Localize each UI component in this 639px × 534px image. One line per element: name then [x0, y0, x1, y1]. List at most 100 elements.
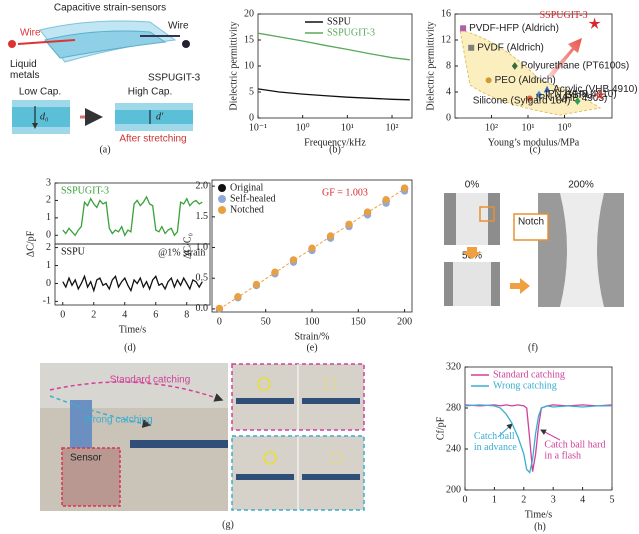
y-tick-label: 320: [446, 361, 461, 372]
annotation-arrow: [497, 423, 513, 438]
y-tick-label: -1: [43, 296, 51, 307]
material-region: [459, 29, 602, 116]
panel-label: (a): [99, 144, 110, 155]
marker: [218, 195, 226, 203]
y-axis-label: ΔC/C₀: [182, 232, 193, 259]
notch-inset: [513, 213, 549, 241]
x-tick-label: 200: [397, 316, 412, 327]
y-axis-label: Dielectric permittivity: [425, 21, 436, 110]
legend-label: Original: [230, 182, 264, 193]
marker: [289, 256, 298, 264]
y-tick-label: 10: [244, 60, 254, 71]
x-tick-label: 10¹: [522, 122, 535, 133]
marker: [363, 208, 372, 216]
table: [302, 398, 360, 404]
wire-label: Wire: [168, 21, 189, 32]
plot-frame: [54, 243, 211, 306]
sample: [560, 193, 604, 307]
marker: [252, 280, 261, 288]
point-label: PEO (Aldrich): [495, 75, 556, 86]
marker: [593, 88, 606, 101]
point-label: IPN (VHB 4905): [536, 93, 608, 104]
x-tick-label: 0: [60, 309, 65, 320]
x-axis-label: Strain/%: [295, 331, 330, 342]
material-label: SSPUGIT-3: [148, 73, 201, 84]
arrow: [462, 247, 482, 259]
y-tick-label: 2: [46, 195, 51, 206]
x-axis-label: Time/s: [525, 509, 553, 520]
marker: [215, 304, 224, 312]
marker: [535, 90, 542, 99]
annotation: Catch ball hard in a flash: [544, 440, 605, 462]
x-tick-label: 3: [551, 494, 556, 505]
legend-label: SSPUGIT-3: [61, 185, 109, 196]
line-series: [62, 274, 203, 293]
marker: [234, 293, 242, 301]
panel-label: (c): [529, 144, 540, 155]
annotation-line: in a flash: [544, 451, 581, 462]
table: [236, 398, 294, 404]
legend-label: SSPU: [327, 16, 352, 27]
y-tick-label: 0.5: [196, 273, 209, 284]
x-tick-label: 150: [351, 316, 366, 327]
x-tick-label: 50: [261, 316, 271, 327]
y-tick-label: 4: [446, 86, 451, 97]
annotation-line: in advance: [474, 442, 518, 453]
wrong-label: Wrong catching: [83, 415, 152, 426]
x-tick-label: 2: [91, 309, 96, 320]
x-tick-label: 10⁰: [296, 122, 310, 133]
after-label: After stretching: [119, 134, 186, 145]
annotation-line: Catch ball hard: [544, 440, 605, 451]
y-tick-label: 12: [441, 34, 451, 45]
x-tick-label: 10⁻¹: [249, 122, 267, 133]
legend-label: SSPUGIT-3: [327, 27, 375, 38]
x-tick-label: 1: [492, 494, 497, 505]
y-tick-label: 16: [441, 8, 451, 19]
x-axis-label: Frequency/kHz: [304, 137, 366, 148]
photos-f: Notch 0% 200% 50%: [444, 180, 624, 307]
capacitor-low-core: [12, 107, 70, 127]
chart: 0 1 2 3 ΔC/pF SSPUGIT-3: [25, 177, 211, 257]
high-cap-label: High Cap.: [128, 87, 172, 98]
ball-marker: [329, 451, 343, 465]
gap-label: d₀: [40, 111, 49, 122]
wrong-path: [49, 395, 152, 428]
x-tick-label: 5: [610, 494, 615, 505]
gap-label: d': [156, 111, 164, 122]
wire-label: Wire: [20, 28, 41, 39]
chart: -1 0 1 2 0 2 4 6 8 Time/s SSPU @1% strain: [43, 242, 211, 335]
y-tick-label: 0: [446, 112, 451, 123]
notch-label: Notch: [518, 217, 544, 228]
y-tick-label: 0.0: [196, 303, 209, 314]
legend-label: Notched: [230, 204, 264, 215]
marker: [400, 184, 409, 192]
marker: [382, 196, 390, 204]
y-tick-label: 0: [46, 278, 51, 289]
x-axis-label: Time/s: [119, 324, 147, 335]
y-axis-label: ΔC/pF: [25, 230, 36, 257]
y-tick-label: 280: [446, 402, 461, 413]
chart: 0 5 10 15 20 10⁻¹ 10⁰ 10¹ 10² Frequency/kHz Dielec…: [228, 8, 413, 148]
schematic-a: Capacitive strain-sensors Wire Wire Liqu…: [8, 3, 201, 145]
annotation: @1% strain: [158, 247, 205, 258]
y-tick-label: 15: [244, 34, 254, 45]
y-axis-label: Cf/pF: [435, 416, 446, 440]
y-tick-label: 2: [46, 242, 51, 253]
y-tick-label: 3: [46, 177, 51, 188]
point-label: SSPUGIT-3: [540, 10, 588, 21]
legend-label: Wrong catching: [493, 380, 557, 391]
sensor-label: Sensor: [70, 453, 102, 464]
trend-arrow: [548, 38, 582, 78]
x-tick-label: 10¹: [341, 122, 354, 133]
ball-marker: [263, 451, 277, 465]
arrow: [510, 278, 530, 294]
panel-label: (g): [222, 519, 234, 530]
terminal: [182, 40, 190, 48]
marker: [345, 220, 353, 228]
marker: [511, 62, 518, 70]
marker: [218, 184, 226, 192]
y-tick-label: 8: [446, 60, 451, 71]
table: [130, 440, 228, 448]
point-label: SSPU: [565, 90, 592, 101]
